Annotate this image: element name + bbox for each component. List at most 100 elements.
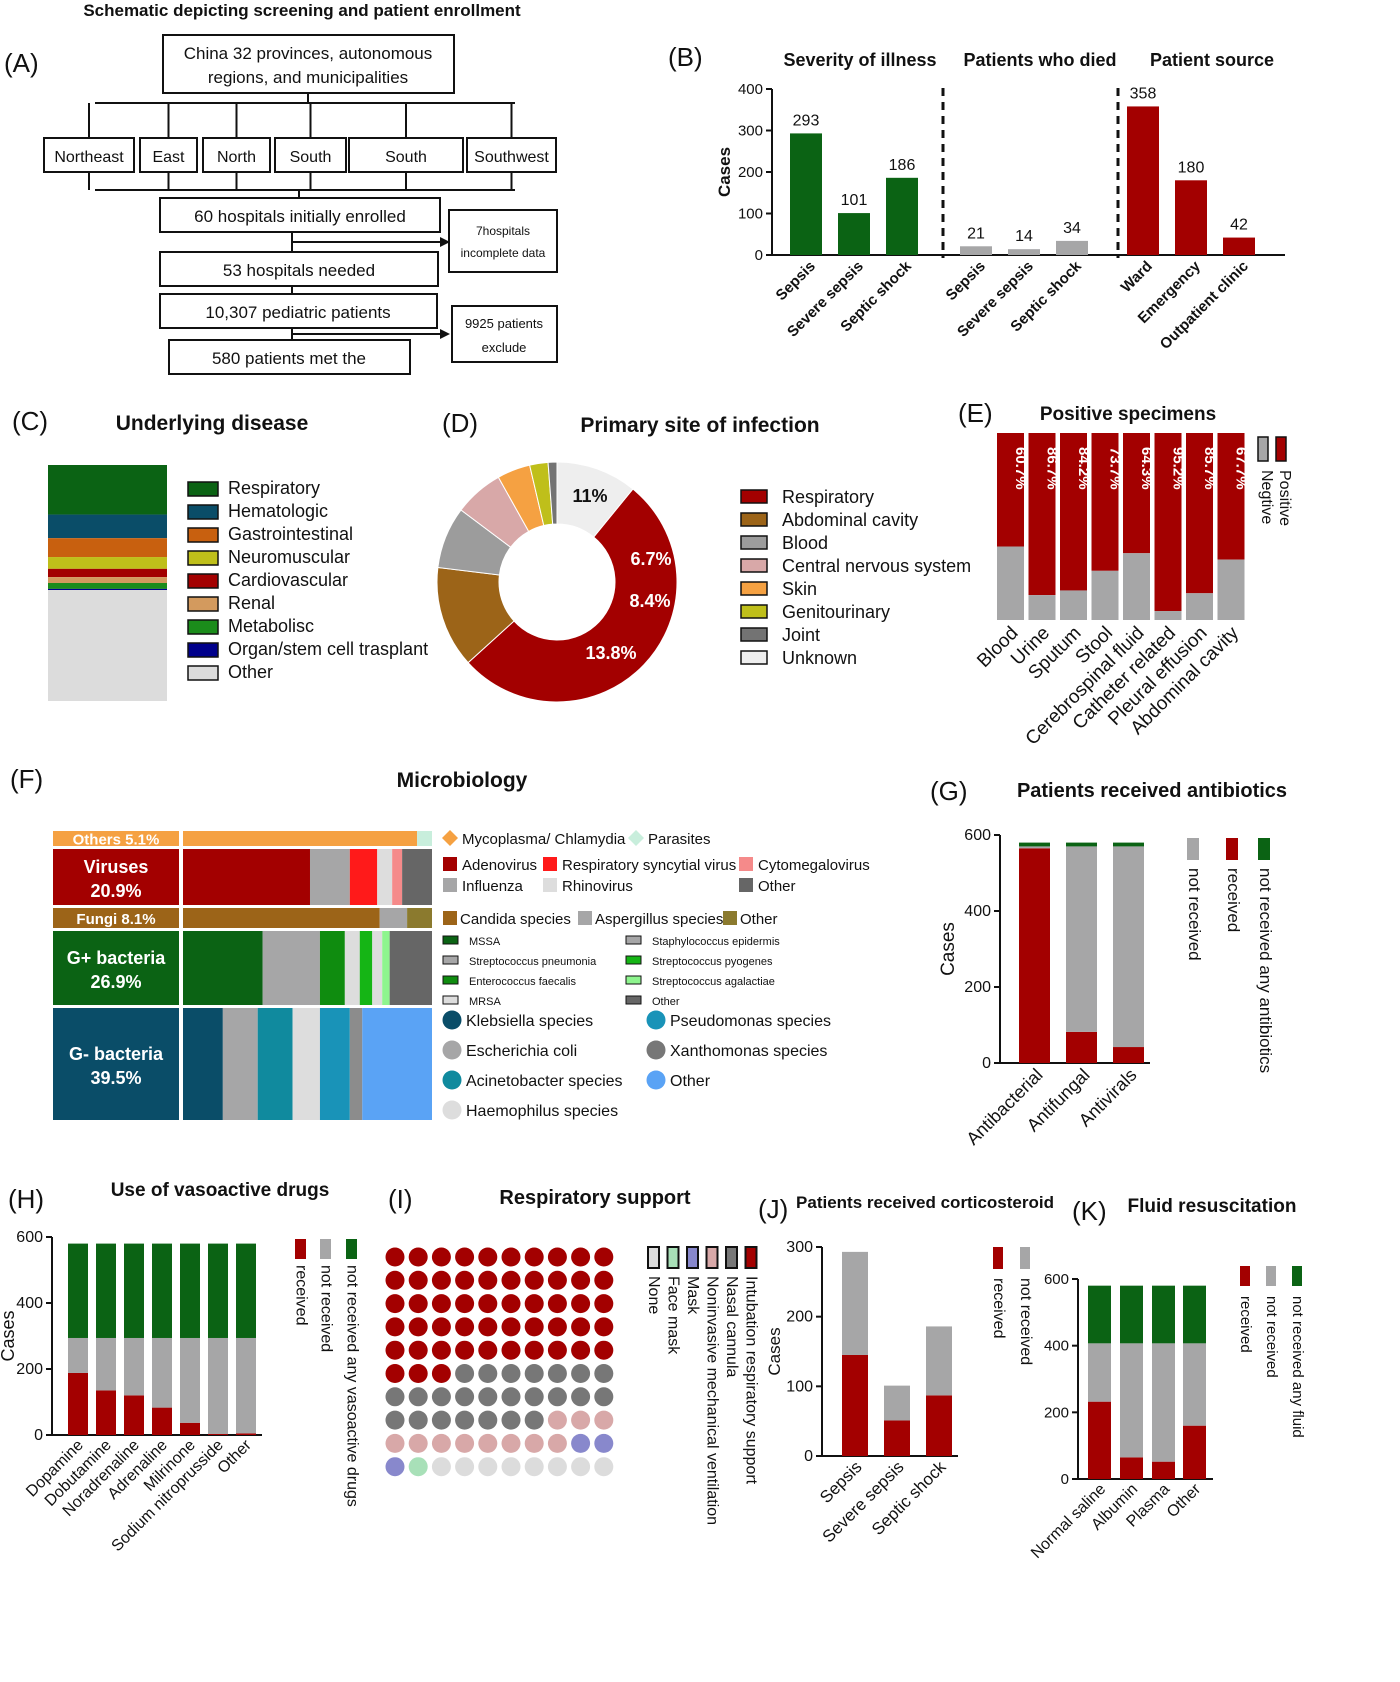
waffle-dot	[478, 1433, 498, 1453]
panel-letter-k: (K)	[1072, 1196, 1107, 1226]
waffle-dot	[385, 1387, 405, 1407]
legend-swatch	[442, 1100, 462, 1120]
waffle-dot	[478, 1294, 498, 1314]
legend-label: Unknown	[782, 648, 857, 668]
waffle-dot	[478, 1247, 498, 1267]
waffle-dot	[408, 1457, 428, 1477]
legend-label: Organ/stem cell trasplant	[228, 639, 428, 659]
category-pct: 20.9%	[90, 881, 141, 901]
legend-swatch	[625, 995, 642, 1005]
sub-segment	[349, 1008, 363, 1120]
stack-segment-positive	[997, 433, 1024, 547]
legend-swatch	[442, 1070, 462, 1090]
waffle-dot	[455, 1433, 475, 1453]
region-label: Southwest	[474, 149, 549, 166]
stack-segment	[180, 1422, 200, 1435]
step-box	[159, 251, 439, 287]
legend-swatch	[628, 830, 644, 846]
legend-label: received	[1224, 868, 1243, 932]
legend-label: Acinetobacter species	[466, 1073, 623, 1090]
waffle-dot	[594, 1410, 614, 1430]
stack-segment-negative	[1186, 593, 1213, 620]
legend-swatch	[187, 665, 219, 681]
waffle-dot	[478, 1387, 498, 1407]
chart-title: Patients received corticosteroid	[796, 1193, 1054, 1212]
legend-label: Cytomegalovirus	[758, 857, 870, 874]
waffle-dot	[385, 1317, 405, 1337]
waffle-dot	[385, 1340, 405, 1360]
legend-swatch	[686, 1246, 699, 1269]
region-box	[139, 137, 198, 173]
stack-segment	[48, 590, 167, 701]
legend-swatch	[625, 975, 642, 985]
category-label: Viruses	[84, 857, 149, 877]
waffle-dot	[385, 1270, 405, 1290]
legend-swatch	[625, 935, 642, 945]
data-label: 34	[1063, 220, 1081, 237]
chart-title: Positive specimens	[1040, 404, 1216, 425]
bar	[1056, 240, 1088, 255]
legend-label: Other	[228, 662, 273, 682]
step3-text: 10,307 pediatric patients	[205, 303, 390, 322]
legend-swatch	[740, 535, 768, 550]
legend-swatch	[1240, 1266, 1250, 1286]
waffle-dot	[571, 1270, 591, 1290]
stack-segment	[48, 557, 167, 569]
waffle-dot	[594, 1247, 614, 1267]
legend-label: Blood	[782, 533, 828, 553]
stack-segment	[1152, 1461, 1175, 1479]
waffle-dot	[408, 1387, 428, 1407]
panel-letter-i: (I)	[388, 1184, 413, 1214]
legend-label: Noninvasive mechanical ventilation	[704, 1276, 721, 1525]
legend-swatch	[739, 878, 753, 892]
waffle-dot	[571, 1340, 591, 1360]
stack-segment-negative	[1123, 553, 1150, 620]
y-axis-label: Cases	[938, 922, 959, 976]
waffle-dot	[594, 1270, 614, 1290]
legend-label: Escherichia coli	[466, 1043, 577, 1060]
category-block	[53, 931, 179, 1005]
y-tick-label: 400	[964, 903, 991, 920]
stack-segment	[1066, 842, 1097, 847]
waffle-dot	[408, 1433, 428, 1453]
sub-segment	[407, 908, 432, 928]
group-title: Severity of illness	[783, 50, 936, 70]
group-title: Patients who died	[963, 50, 1116, 70]
waffle-dot	[524, 1317, 544, 1337]
waffle-dot	[478, 1317, 498, 1337]
legend-swatch	[1275, 436, 1287, 462]
waffle-dot	[524, 1387, 544, 1407]
legend-swatch	[320, 1239, 331, 1259]
sub-segment	[392, 849, 403, 905]
waffle-dot	[594, 1433, 614, 1453]
waffle-dot	[455, 1364, 475, 1383]
y-tick-label: 600	[16, 1229, 43, 1246]
waffle-dot	[571, 1410, 591, 1430]
sub-segment	[183, 831, 418, 846]
legend-label: Mycoplasma/ Chlamydia	[462, 831, 626, 848]
stack-segment	[68, 1337, 88, 1373]
bar	[1223, 237, 1255, 255]
stack-segment	[48, 577, 167, 583]
waffle-dot	[524, 1457, 544, 1477]
legend-swatch	[442, 995, 459, 1005]
y-tick-label: 0	[34, 1427, 43, 1444]
region-box	[466, 137, 557, 173]
stack-segment	[236, 1337, 256, 1434]
legend-swatch	[723, 911, 737, 925]
waffle-dot	[547, 1270, 567, 1290]
legend-swatch	[442, 935, 459, 945]
data-label: 358	[1130, 85, 1157, 102]
stack-segment	[124, 1395, 144, 1435]
stack-segment	[1088, 1343, 1111, 1402]
legend-swatch	[725, 1246, 738, 1269]
legend-label: Gastrointestinal	[228, 524, 353, 544]
bar	[1008, 249, 1040, 255]
excl1-line-2: incomplete data	[461, 246, 546, 260]
waffle-dot	[408, 1340, 428, 1360]
legend-swatch	[646, 1070, 666, 1090]
y-tick-label: 600	[964, 827, 991, 844]
stack-segment-negative	[1091, 570, 1119, 620]
x-tick-label: Ward	[1118, 258, 1156, 296]
waffle-dot	[501, 1433, 521, 1453]
